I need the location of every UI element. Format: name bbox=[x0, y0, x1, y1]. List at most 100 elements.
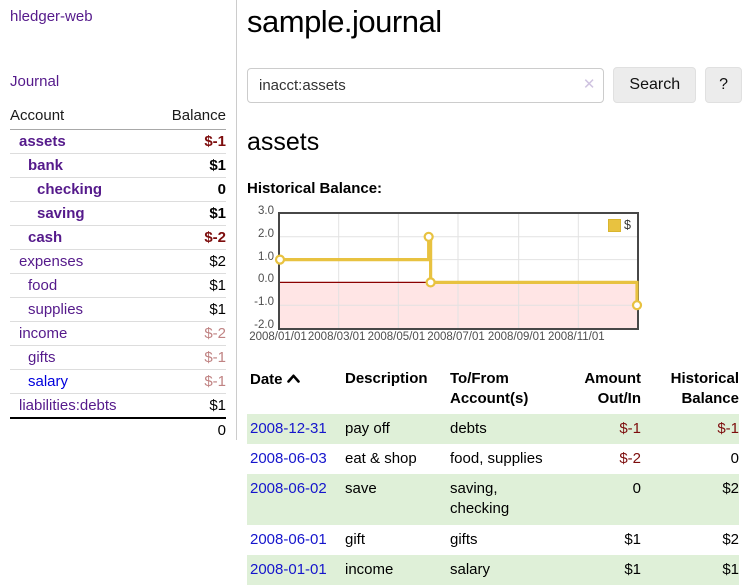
register-header-row: Date Description To/From Account(s) Amou… bbox=[247, 367, 739, 414]
y-axis-tick-label: 3.0 bbox=[258, 205, 274, 217]
account-link[interactable]: gifts bbox=[28, 349, 56, 366]
data-point bbox=[423, 231, 434, 242]
x-axis-tick-label: 2008/05/01 bbox=[367, 331, 426, 343]
account-link[interactable]: cash bbox=[28, 229, 63, 246]
account-balance: $-2 bbox=[153, 321, 226, 346]
accounts-table-header: Account Balance bbox=[10, 107, 226, 130]
transaction-balance: $-1 bbox=[641, 413, 739, 444]
account-balance: $1 bbox=[153, 273, 226, 298]
transaction-description: eat & shop bbox=[345, 449, 417, 467]
account-link[interactable]: bank bbox=[28, 157, 64, 174]
account-balance: $2 bbox=[153, 249, 226, 274]
transaction-date-link[interactable]: 2008-06-03 bbox=[250, 449, 327, 467]
legend-label: $ bbox=[624, 218, 631, 232]
transaction-date-link[interactable]: 2008-01-01 bbox=[250, 560, 327, 578]
transaction-amount: $-2 bbox=[619, 449, 641, 467]
transaction-description: pay off bbox=[345, 413, 450, 444]
x-axis-tick-label: 2008/09/01 bbox=[487, 331, 546, 343]
account-link[interactable]: food bbox=[28, 277, 58, 294]
accounts-header-balance: Balance bbox=[153, 107, 226, 130]
x-axis-tick-label: 2008/03/01 bbox=[307, 331, 366, 343]
register-header-date-label: Date bbox=[250, 371, 283, 388]
sort-ascending-icon bbox=[286, 369, 300, 389]
transaction-row: 2008-12-31 pay off debts $-1 $-1 bbox=[247, 413, 739, 444]
accounts-total-value: 0 bbox=[217, 422, 226, 439]
transaction-balance: 0 bbox=[730, 449, 739, 467]
register-header-accounts: To/From Account(s) bbox=[450, 370, 529, 408]
account-balance: $1 bbox=[153, 297, 226, 322]
data-point bbox=[425, 277, 436, 288]
sidebar: hledger-web Journal Account Balance asse… bbox=[0, 0, 237, 440]
account-link[interactable]: supplies bbox=[28, 301, 84, 318]
account-row: saving $1 bbox=[10, 201, 226, 226]
data-point bbox=[274, 254, 286, 265]
transaction-amount: $1 bbox=[624, 530, 641, 548]
account-link[interactable]: liabilities:debts bbox=[19, 397, 117, 414]
transaction-amount: $-1 bbox=[563, 413, 641, 444]
account-heading: assets bbox=[247, 128, 320, 156]
search-bar: ✕ Search ? bbox=[247, 67, 742, 103]
transaction-accounts: gifts bbox=[450, 530, 478, 548]
chart-title: Historical Balance: bbox=[247, 180, 383, 197]
account-row: bank $1 bbox=[10, 153, 226, 178]
transaction-amount: 0 bbox=[563, 474, 641, 525]
accounts-total-spacer bbox=[10, 418, 153, 442]
transaction-row: 2008-06-01 gift gifts $1 $2 bbox=[247, 525, 739, 555]
account-row: expenses $2 bbox=[10, 249, 226, 274]
transaction-balance: $2 bbox=[641, 474, 739, 525]
transaction-row: 2008-06-02 save saving, checking 0 $2 bbox=[247, 474, 739, 525]
x-axis-tick-label: 2008/01/01 bbox=[249, 331, 307, 343]
register-table: Date Description To/From Account(s) Amou… bbox=[247, 367, 739, 585]
search-input[interactable] bbox=[247, 67, 605, 103]
y-axis-tick-label: -2.0 bbox=[254, 319, 274, 331]
account-row: supplies $1 bbox=[10, 297, 226, 322]
app-brand-link[interactable]: hledger-web bbox=[10, 8, 93, 25]
account-link[interactable]: assets bbox=[19, 133, 66, 150]
y-axis-tick-label: -1.0 bbox=[254, 296, 274, 309]
account-balance: $1 bbox=[153, 393, 226, 419]
data-point bbox=[631, 300, 643, 311]
y-axis-tick-label: 0.0 bbox=[258, 273, 274, 286]
transaction-date-link[interactable]: 2008-06-01 bbox=[250, 530, 327, 548]
y-axis-tick-label: 2.0 bbox=[258, 227, 274, 240]
y-axis-tick-label: 1.0 bbox=[258, 250, 274, 263]
accounts-total-row: 0 bbox=[10, 418, 226, 442]
account-link[interactable]: income bbox=[19, 325, 68, 342]
transaction-accounts: salary bbox=[450, 554, 563, 585]
accounts-header-account: Account bbox=[10, 107, 154, 130]
historical-balance-chart: $ 3.0 2.0 1.0 0.0 -1.0 -2.0 2008/01/01 2008/03/… bbox=[247, 205, 647, 349]
help-button[interactable]: ? bbox=[705, 67, 742, 103]
accounts-table: Account Balance assets $-1 bank $1 check… bbox=[10, 107, 226, 442]
sidebar-item-journal[interactable]: Journal bbox=[10, 73, 60, 90]
legend-swatch-icon bbox=[608, 218, 622, 232]
clear-search-icon[interactable]: ✕ bbox=[582, 75, 596, 93]
transaction-date-link[interactable]: 2008-12-31 bbox=[250, 419, 327, 437]
account-balance: 0 bbox=[153, 177, 226, 202]
transaction-description: save bbox=[345, 474, 450, 525]
register-header-date[interactable]: Date bbox=[247, 367, 345, 414]
account-balance: $1 bbox=[153, 201, 226, 226]
account-balance: $-1 bbox=[153, 345, 226, 370]
transaction-row: 2008-06-03 eat & shop food, supplies $-2… bbox=[247, 444, 739, 474]
register-header-amount: Amount Out/In bbox=[584, 370, 641, 408]
transaction-balance: $1 bbox=[641, 554, 739, 585]
transaction-description: income bbox=[345, 554, 450, 585]
search-button[interactable]: Search bbox=[613, 67, 697, 103]
account-link[interactable]: expenses bbox=[19, 253, 84, 270]
x-axis-tick-label: 2008/07/01 bbox=[427, 331, 485, 343]
transaction-accounts: debts bbox=[450, 413, 563, 444]
transaction-accounts: food, supplies bbox=[450, 449, 543, 467]
account-link[interactable]: checking bbox=[37, 181, 103, 198]
account-link[interactable]: saving bbox=[37, 205, 85, 222]
account-row: cash $-2 bbox=[10, 225, 226, 250]
x-axis-tick-label: 2008/11/01 bbox=[547, 331, 605, 343]
account-row: food $1 bbox=[10, 273, 226, 298]
register-header-balance: Historical Balance bbox=[670, 370, 739, 408]
account-balance: $-1 bbox=[153, 369, 226, 394]
transaction-balance: $2 bbox=[722, 530, 739, 548]
transaction-accounts: saving, checking bbox=[450, 474, 563, 525]
account-row: gifts $-1 bbox=[10, 345, 226, 370]
account-link[interactable]: salary bbox=[28, 373, 69, 390]
main-content: sample.journal ✕ Search ? assets Histori… bbox=[247, 0, 742, 585]
transaction-date-link[interactable]: 2008-06-02 bbox=[250, 480, 327, 497]
